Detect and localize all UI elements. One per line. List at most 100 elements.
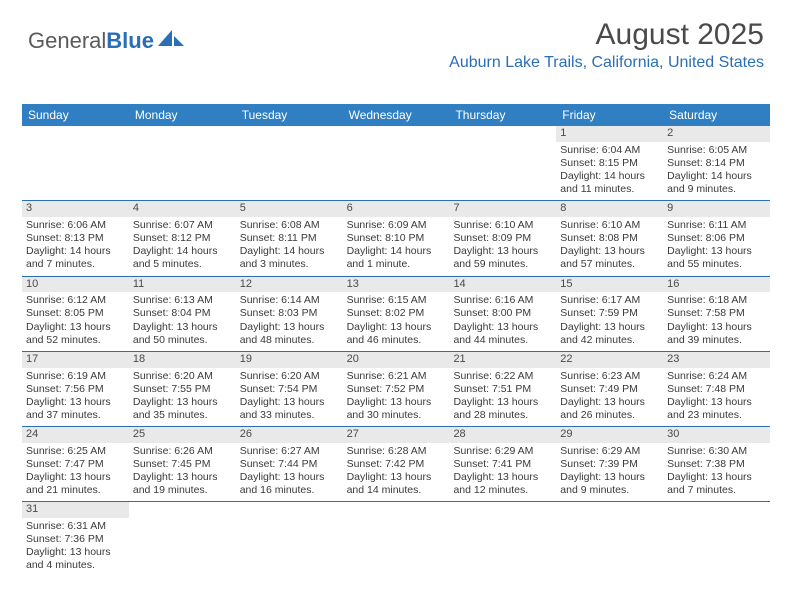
day-body: Sunrise: 6:23 AMSunset: 7:49 PMDaylight:…: [556, 368, 663, 427]
day-number: 23: [663, 352, 770, 368]
day-cell: 27Sunrise: 6:28 AMSunset: 7:42 PMDayligh…: [343, 427, 450, 501]
day-line: Daylight: 13 hours and 19 minutes.: [133, 471, 232, 497]
day-cell: [343, 126, 450, 200]
day-line: Sunset: 7:49 PM: [560, 383, 659, 396]
day-number: 6: [343, 201, 450, 217]
day-line: Sunrise: 6:28 AM: [347, 445, 446, 458]
day-cell: 6Sunrise: 6:09 AMSunset: 8:10 PMDaylight…: [343, 201, 450, 275]
day-number: 13: [343, 277, 450, 293]
day-number: [449, 126, 556, 142]
day-body: Sunrise: 6:27 AMSunset: 7:44 PMDaylight:…: [236, 443, 343, 502]
day-body: [449, 142, 556, 148]
day-number: 26: [236, 427, 343, 443]
day-line: Sunrise: 6:18 AM: [667, 294, 766, 307]
day-line: Daylight: 13 hours and 52 minutes.: [26, 321, 125, 347]
day-line: Sunrise: 6:10 AM: [453, 219, 552, 232]
day-body: Sunrise: 6:15 AMSunset: 8:02 PMDaylight:…: [343, 292, 450, 351]
day-body: Sunrise: 6:29 AMSunset: 7:39 PMDaylight:…: [556, 443, 663, 502]
day-body: Sunrise: 6:25 AMSunset: 7:47 PMDaylight:…: [22, 443, 129, 502]
day-number: [449, 502, 556, 518]
day-number: [236, 502, 343, 518]
day-body: [236, 142, 343, 148]
day-line: Sunset: 8:11 PM: [240, 232, 339, 245]
day-line: Daylight: 13 hours and 57 minutes.: [560, 245, 659, 271]
day-line: Sunset: 7:47 PM: [26, 458, 125, 471]
day-cell: [236, 502, 343, 576]
day-number: 11: [129, 277, 236, 293]
day-line: Daylight: 13 hours and 55 minutes.: [667, 245, 766, 271]
day-line: Sunset: 8:04 PM: [133, 307, 232, 320]
day-names-row: SundayMondayTuesdayWednesdayThursdayFrid…: [22, 104, 770, 126]
day-cell: [556, 502, 663, 576]
day-line: Sunset: 8:02 PM: [347, 307, 446, 320]
day-number: 24: [22, 427, 129, 443]
day-cell: 5Sunrise: 6:08 AMSunset: 8:11 PMDaylight…: [236, 201, 343, 275]
day-line: Sunset: 7:44 PM: [240, 458, 339, 471]
calendar: SundayMondayTuesdayWednesdayThursdayFrid…: [22, 104, 770, 577]
day-cell: 15Sunrise: 6:17 AMSunset: 7:59 PMDayligh…: [556, 277, 663, 351]
day-body: Sunrise: 6:10 AMSunset: 8:08 PMDaylight:…: [556, 217, 663, 276]
day-cell: 18Sunrise: 6:20 AMSunset: 7:55 PMDayligh…: [129, 352, 236, 426]
day-number: 3: [22, 201, 129, 217]
day-line: Sunset: 7:45 PM: [133, 458, 232, 471]
day-body: Sunrise: 6:06 AMSunset: 8:13 PMDaylight:…: [22, 217, 129, 276]
day-cell: 22Sunrise: 6:23 AMSunset: 7:49 PMDayligh…: [556, 352, 663, 426]
day-cell: 13Sunrise: 6:15 AMSunset: 8:02 PMDayligh…: [343, 277, 450, 351]
day-body: [129, 142, 236, 148]
day-number: 17: [22, 352, 129, 368]
day-line: Sunrise: 6:31 AM: [26, 520, 125, 533]
day-line: Sunrise: 6:29 AM: [453, 445, 552, 458]
day-line: Sunset: 8:09 PM: [453, 232, 552, 245]
day-line: Daylight: 13 hours and 30 minutes.: [347, 396, 446, 422]
day-number: 27: [343, 427, 450, 443]
day-line: Sunrise: 6:26 AM: [133, 445, 232, 458]
day-number: 16: [663, 277, 770, 293]
day-line: Daylight: 13 hours and 50 minutes.: [133, 321, 232, 347]
day-number: 15: [556, 277, 663, 293]
day-line: Sunset: 7:38 PM: [667, 458, 766, 471]
day-cell: 21Sunrise: 6:22 AMSunset: 7:51 PMDayligh…: [449, 352, 556, 426]
day-number: 18: [129, 352, 236, 368]
day-name: Thursday: [449, 104, 556, 126]
day-line: Sunrise: 6:07 AM: [133, 219, 232, 232]
day-line: Sunrise: 6:17 AM: [560, 294, 659, 307]
day-body: [22, 142, 129, 148]
day-body: Sunrise: 6:28 AMSunset: 7:42 PMDaylight:…: [343, 443, 450, 502]
day-line: Sunset: 7:56 PM: [26, 383, 125, 396]
day-number: 28: [449, 427, 556, 443]
day-line: Sunset: 7:36 PM: [26, 533, 125, 546]
day-cell: 25Sunrise: 6:26 AMSunset: 7:45 PMDayligh…: [129, 427, 236, 501]
day-line: Sunrise: 6:06 AM: [26, 219, 125, 232]
month-title: August 2025: [449, 18, 764, 52]
day-line: Sunset: 7:39 PM: [560, 458, 659, 471]
day-number: [343, 502, 450, 518]
day-number: 29: [556, 427, 663, 443]
day-cell: 24Sunrise: 6:25 AMSunset: 7:47 PMDayligh…: [22, 427, 129, 501]
week-row: 24Sunrise: 6:25 AMSunset: 7:47 PMDayligh…: [22, 427, 770, 502]
day-line: Sunset: 7:54 PM: [240, 383, 339, 396]
day-body: Sunrise: 6:05 AMSunset: 8:14 PMDaylight:…: [663, 142, 770, 201]
day-body: Sunrise: 6:21 AMSunset: 7:52 PMDaylight:…: [343, 368, 450, 427]
day-line: Daylight: 14 hours and 9 minutes.: [667, 170, 766, 196]
day-line: Daylight: 13 hours and 35 minutes.: [133, 396, 232, 422]
day-line: Daylight: 13 hours and 12 minutes.: [453, 471, 552, 497]
day-line: Daylight: 13 hours and 14 minutes.: [347, 471, 446, 497]
day-body: Sunrise: 6:10 AMSunset: 8:09 PMDaylight:…: [449, 217, 556, 276]
day-name: Tuesday: [236, 104, 343, 126]
day-name: Friday: [556, 104, 663, 126]
day-number: [129, 126, 236, 142]
day-cell: 19Sunrise: 6:20 AMSunset: 7:54 PMDayligh…: [236, 352, 343, 426]
day-cell: [343, 502, 450, 576]
day-number: 5: [236, 201, 343, 217]
brand-sail-icon: [158, 30, 184, 48]
day-line: Sunset: 8:10 PM: [347, 232, 446, 245]
day-line: Sunset: 7:52 PM: [347, 383, 446, 396]
day-body: Sunrise: 6:30 AMSunset: 7:38 PMDaylight:…: [663, 443, 770, 502]
day-line: Sunrise: 6:04 AM: [560, 144, 659, 157]
day-cell: 14Sunrise: 6:16 AMSunset: 8:00 PMDayligh…: [449, 277, 556, 351]
day-line: Sunrise: 6:16 AM: [453, 294, 552, 307]
day-cell: 2Sunrise: 6:05 AMSunset: 8:14 PMDaylight…: [663, 126, 770, 200]
day-cell: 31Sunrise: 6:31 AMSunset: 7:36 PMDayligh…: [22, 502, 129, 576]
day-body: Sunrise: 6:13 AMSunset: 8:04 PMDaylight:…: [129, 292, 236, 351]
day-cell: [236, 126, 343, 200]
